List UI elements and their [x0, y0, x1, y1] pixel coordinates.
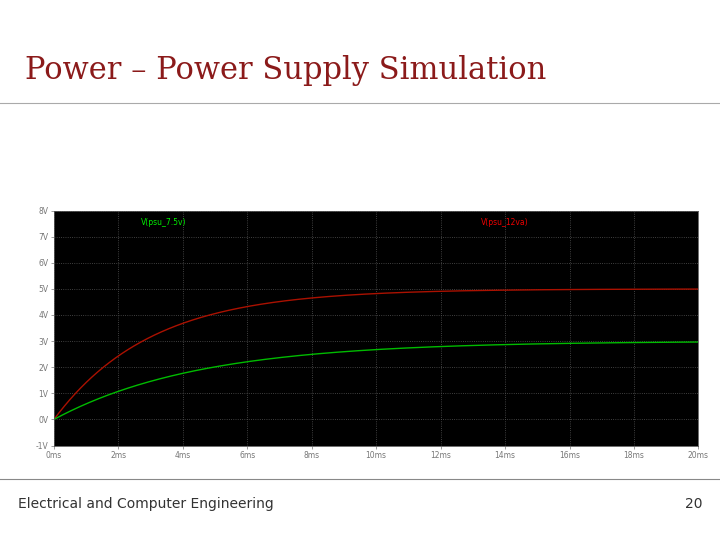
Text: V(psu_12va): V(psu_12va) — [481, 218, 529, 227]
Text: Power – Power Supply Simulation: Power – Power Supply Simulation — [25, 55, 546, 86]
Text: V(psu_7.5v): V(psu_7.5v) — [141, 218, 186, 227]
Text: 20: 20 — [685, 497, 702, 511]
Text: Electrical and Computer Engineering: Electrical and Computer Engineering — [18, 497, 274, 511]
Text: UMassAmherst: UMassAmherst — [11, 16, 176, 34]
